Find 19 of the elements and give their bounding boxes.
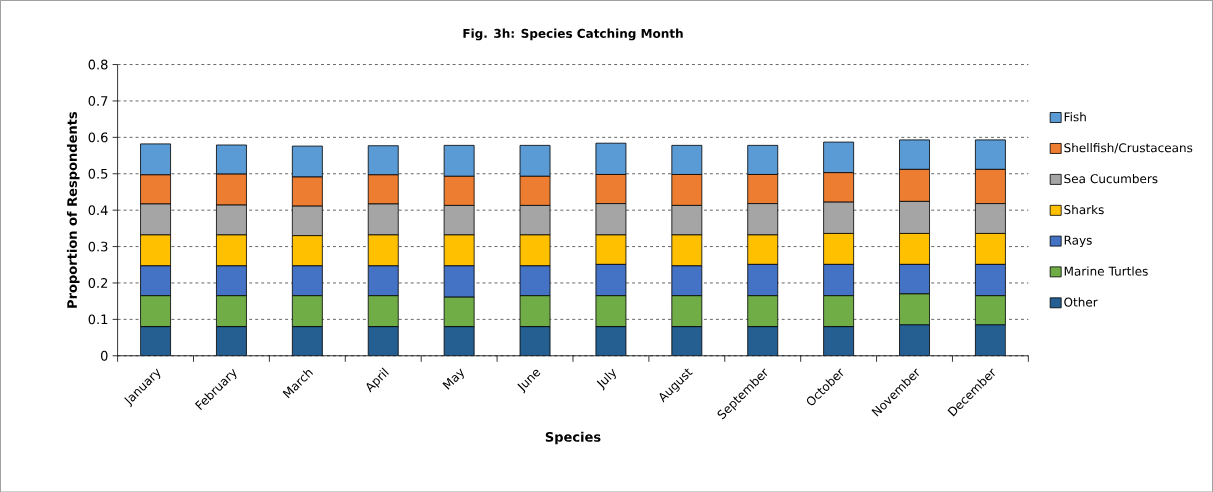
y-tick-label: 0.4 (88, 205, 108, 215)
legend-label: Shellfish/Crustaceans (1064, 142, 1193, 154)
legend-label: Sharks (1064, 204, 1104, 214)
legend-label: Fish (1064, 111, 1086, 122)
y-tick-label: 0.2 (88, 277, 108, 288)
y-tick-label: 0.7 (88, 95, 108, 106)
legend-label: Rays (1064, 235, 1092, 247)
legend-label: Other (1064, 297, 1098, 307)
y-tick-label: 0.1 (88, 314, 108, 325)
y-tick-label: 0.8 (88, 59, 108, 70)
y-tick-label: 0.3 (88, 241, 108, 252)
y-tick-label: 0.6 (88, 132, 108, 143)
y-tick-label: 0 (100, 350, 108, 361)
legend-label: Marine Turtles (1064, 266, 1148, 276)
y-axis-title: Proportion of Respondents (66, 111, 80, 308)
y-tick-label: 0.5 (88, 168, 108, 179)
chart-title: Fig. 3h: Species Catching Month (463, 28, 683, 41)
x-axis-title: Species (545, 431, 601, 445)
legend-label: Sea Cucumbers (1064, 173, 1158, 184)
